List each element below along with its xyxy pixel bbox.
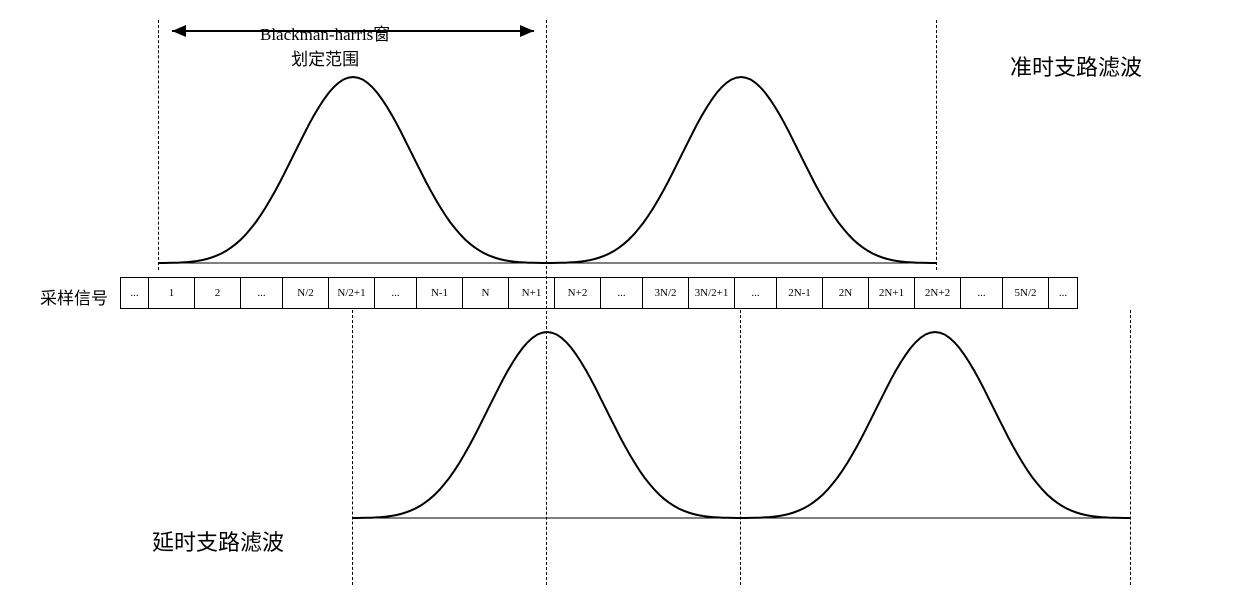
dashed-guideline: [936, 20, 937, 270]
dashed-guideline: [1130, 310, 1131, 585]
range-label-line1: Blackman-harris窗: [260, 20, 390, 45]
sample-cell: ...: [1049, 278, 1077, 308]
sample-cell: 3N/2+1: [689, 278, 735, 308]
sample-cell: 2N: [823, 278, 869, 308]
sample-cell: N/2+1: [329, 278, 375, 308]
sample-cell: N-1: [417, 278, 463, 308]
range-label: Blackman-harris窗划定范围: [260, 20, 390, 70]
range-arrow-head-right: [520, 25, 534, 37]
sample-cell: N/2: [283, 278, 329, 308]
sample-cell: N: [463, 278, 509, 308]
sample-cell: 5N/2: [1003, 278, 1049, 308]
sample-cell: ...: [121, 278, 149, 308]
sample-cell: 2N-1: [777, 278, 823, 308]
sample-cell: ...: [735, 278, 777, 308]
delayed-window-curve: [740, 330, 1130, 520]
sample-signal-label: 采样信号: [40, 284, 108, 309]
sample-cell: 2N+1: [869, 278, 915, 308]
sample-cell: ...: [601, 278, 643, 308]
range-arrow-head-left: [172, 25, 186, 37]
sample-cell: 2N+2: [915, 278, 961, 308]
sample-cell: ...: [961, 278, 1003, 308]
sample-cell: N+2: [555, 278, 601, 308]
sample-cell: 2: [195, 278, 241, 308]
sample-strip: ...12...N/2N/2+1...N-1NN+1N+2...3N/23N/2…: [120, 277, 1078, 309]
sample-cell: ...: [375, 278, 417, 308]
delayed-branch-label: 延时支路滤波: [152, 525, 284, 557]
sample-cell: N+1: [509, 278, 555, 308]
range-label-line2: 划定范围: [260, 45, 390, 70]
ontime-window-curve: [158, 75, 548, 265]
ontime-window-curve: [546, 75, 936, 265]
sample-cell: ...: [241, 278, 283, 308]
sample-cell: 1: [149, 278, 195, 308]
delayed-window-curve: [352, 330, 742, 520]
sample-cell: 3N/2: [643, 278, 689, 308]
diagram-canvas: ...12...N/2N/2+1...N-1NN+1N+2...3N/23N/2…: [0, 0, 1240, 603]
ontime-branch-label: 准时支路滤波: [1010, 50, 1142, 82]
